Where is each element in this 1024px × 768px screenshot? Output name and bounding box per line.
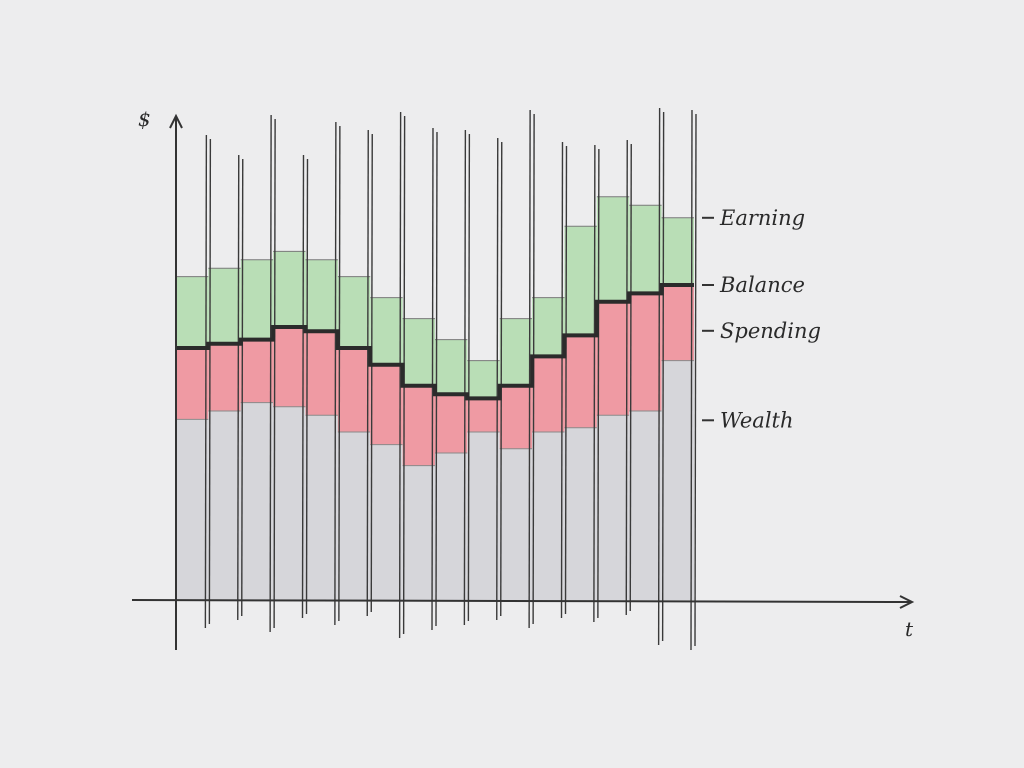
divider-a-12: [560, 141, 564, 619]
divider-a-10: [496, 137, 499, 621]
divider-a-1: [204, 134, 208, 629]
wealth-bar-3: [240, 402, 274, 600]
divider-a-2: [237, 154, 240, 621]
period-dividers: [204, 107, 697, 651]
balance-line-layer: [176, 283, 694, 401]
divider-a-3: [269, 114, 272, 633]
earning-bar-11: [499, 318, 533, 386]
divider-b-10: [500, 141, 503, 617]
earning-bar-5: [305, 259, 338, 332]
spending-bar-9: [435, 394, 468, 453]
divider-b-6: [370, 133, 373, 613]
spending-bar-11: [499, 385, 533, 449]
divider-b-2: [241, 158, 244, 617]
wealth-bar-7: [370, 444, 403, 600]
spending-bar-5: [305, 331, 338, 416]
divider-a-6: [366, 129, 369, 617]
wealth-bar-2: [208, 411, 241, 600]
spending-bar-4: [273, 327, 306, 407]
spending-bar-8: [402, 385, 435, 466]
y-axis-arrow: [169, 113, 183, 129]
earning-bar-7: [370, 297, 403, 365]
divider-b-9: [467, 133, 471, 622]
divider-a-8: [431, 127, 434, 631]
earning-bar-9: [435, 339, 468, 395]
earning-bar-2: [208, 268, 241, 344]
earning-label: Earning: [719, 206, 805, 230]
x-axis-label: t: [905, 617, 914, 641]
wealth-bar-4: [273, 406, 306, 600]
divider-a-16: [690, 109, 693, 651]
axes: $ t: [131, 107, 915, 650]
spending-label: Spending: [720, 319, 821, 343]
spending-bar-16: [661, 285, 694, 361]
divider-a-11: [528, 109, 531, 629]
divider-a-13: [593, 144, 596, 623]
divider-b-5: [338, 125, 341, 622]
wealth-bar-13: [564, 427, 597, 600]
divider-a-15: [657, 107, 661, 646]
earning-bar-12: [532, 297, 565, 357]
wealth-bar-1: [176, 419, 209, 600]
wealth-bar-9: [435, 453, 468, 600]
spending-bar-10: [467, 398, 500, 432]
divider-b-3: [273, 118, 276, 629]
earning-bar-14: [596, 196, 630, 302]
wealth-bar-10: [467, 432, 500, 600]
divider-b-12: [564, 145, 568, 615]
divider-b-15: [661, 111, 665, 642]
spending-bar-1: [176, 348, 209, 420]
earning-bar-10: [467, 360, 500, 399]
divider-a-7: [398, 111, 402, 639]
spending-bar-7: [370, 364, 403, 445]
divider-a-14: [625, 139, 628, 616]
earning-bar-6: [337, 276, 371, 348]
earning-bar-16: [661, 217, 694, 285]
wealth-bar-16: [661, 360, 694, 600]
divider-b-4: [305, 158, 309, 615]
divider-b-16: [694, 113, 697, 647]
spending-bar-13: [564, 335, 597, 428]
earning-bar-1: [176, 276, 209, 348]
balance-label: Balance: [719, 273, 805, 297]
spending-bar-3: [240, 339, 274, 403]
wealth-bar-15: [629, 411, 662, 600]
divider-a-5: [334, 121, 337, 626]
divider-a-4: [301, 154, 305, 619]
x-axis-arrow: [899, 595, 915, 609]
wealth-bar-14: [596, 415, 630, 600]
earning-bar-8: [402, 318, 435, 386]
wealth-bar-6: [337, 432, 371, 600]
balance-line: [176, 283, 694, 401]
earning-bar-13: [564, 226, 597, 336]
earning-bar-4: [273, 251, 306, 327]
wealth-bar-12: [532, 432, 565, 600]
spending-bar-14: [596, 301, 630, 416]
spending-bar-15: [629, 293, 662, 411]
spending-bar-2: [208, 343, 241, 411]
divider-b-14: [629, 143, 632, 612]
divider-b-1: [208, 138, 212, 625]
wealth-bar-5: [305, 415, 338, 600]
y-axis-label: $: [138, 107, 151, 131]
series-labels: Earning Balance Spending Wealth: [702, 206, 821, 432]
x-axis: [131, 599, 911, 603]
divider-b-8: [435, 131, 438, 627]
earning-bar-3: [240, 259, 274, 340]
earning-bar-15: [629, 205, 662, 294]
spending-bar-12: [532, 356, 565, 432]
wealth-bar-8: [402, 465, 435, 600]
divider-a-9: [463, 129, 467, 626]
bars-layer: [176, 196, 694, 600]
wealth-bar-11: [499, 448, 533, 600]
wealth-label: Wealth: [720, 408, 794, 432]
spending-bar-6: [337, 348, 371, 432]
divider-b-13: [597, 148, 600, 619]
